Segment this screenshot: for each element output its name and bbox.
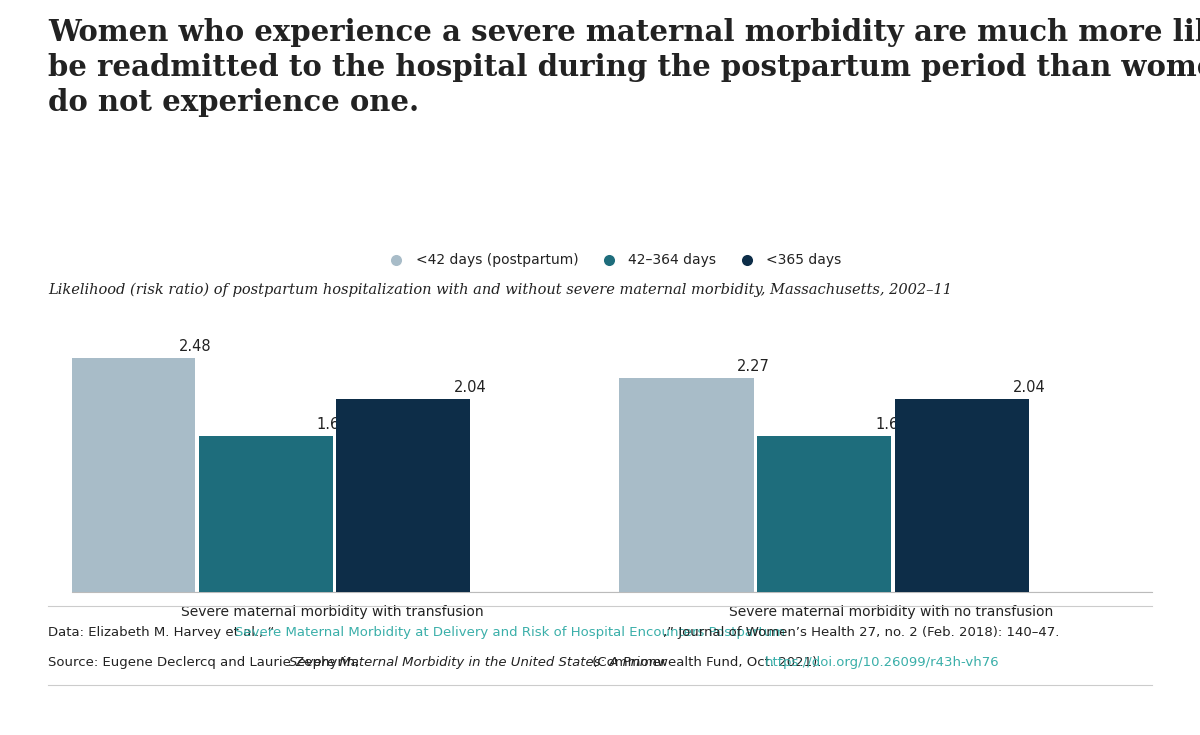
Text: https://doi.org/10.26099/r43h-vh76: https://doi.org/10.26099/r43h-vh76 — [764, 656, 1000, 669]
Bar — [199, 436, 332, 592]
Text: 2.48: 2.48 — [179, 339, 211, 354]
Text: Likelihood (risk ratio) of postpartum hospitalization with and without severe ma: Likelihood (risk ratio) of postpartum ho… — [48, 283, 952, 298]
Text: Severe Maternal Morbidity at Delivery and Risk of Hospital Encounters Postpartum: Severe Maternal Morbidity at Delivery an… — [235, 626, 785, 639]
Text: Women who experience a severe maternal morbidity are much more likely to
be read: Women who experience a severe maternal m… — [48, 18, 1200, 117]
Bar — [61, 358, 194, 592]
Text: 1.65: 1.65 — [317, 417, 349, 432]
Text: Severe Maternal Morbidity in the United States: A Primer: Severe Maternal Morbidity in the United … — [289, 656, 666, 669]
Text: (Commonwealth Fund, Oct. 2021).: (Commonwealth Fund, Oct. 2021). — [588, 656, 826, 669]
Text: ,” Journal of Women’s Health 27, no. 2 (Feb. 2018): 140–47.: ,” Journal of Women’s Health 27, no. 2 (… — [664, 626, 1060, 639]
Bar — [619, 378, 754, 592]
Bar — [336, 399, 470, 592]
Bar — [757, 436, 892, 592]
Text: Data: Elizabeth M. Harvey et al., “: Data: Elizabeth M. Harvey et al., “ — [48, 626, 275, 639]
Text: Source: Eugene Declercq and Laurie Zephyrin,: Source: Eugene Declercq and Laurie Zephy… — [48, 656, 364, 669]
Text: 2.04: 2.04 — [1013, 381, 1045, 395]
Text: 1.65: 1.65 — [875, 417, 907, 432]
Text: 2.27: 2.27 — [737, 359, 770, 374]
Text: 2.04: 2.04 — [454, 381, 487, 395]
Legend: <42 days (postpartum), 42–364 days, <365 days: <42 days (postpartum), 42–364 days, <365… — [383, 254, 841, 268]
Bar — [895, 399, 1030, 592]
